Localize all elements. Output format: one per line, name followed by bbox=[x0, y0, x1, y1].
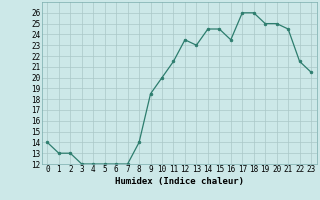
X-axis label: Humidex (Indice chaleur): Humidex (Indice chaleur) bbox=[115, 177, 244, 186]
